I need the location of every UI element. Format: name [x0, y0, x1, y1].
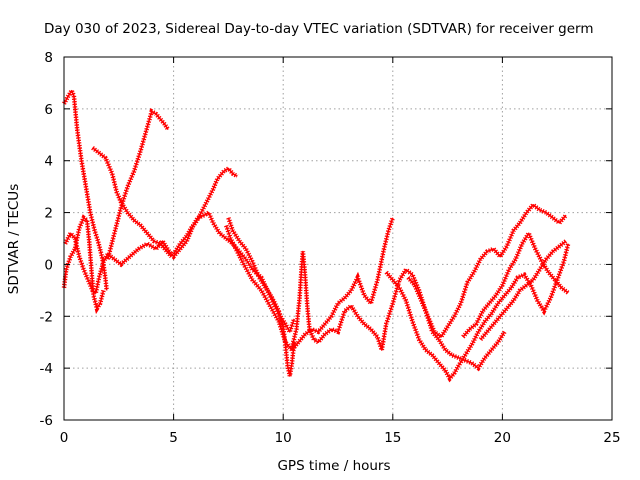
chart-title: Day 030 of 2023, Sidereal Day-to-day VTE… — [44, 21, 594, 37]
data-series-track-5 — [61, 214, 106, 315]
axis-ticks — [63, 56, 613, 421]
data-series-track-12 — [461, 228, 570, 339]
y-tick-label: 8 — [44, 50, 53, 66]
series-plus-markers — [91, 146, 174, 259]
x-tick-label: 5 — [169, 430, 178, 446]
plot-frame — [63, 56, 613, 421]
x-tick-label: 10 — [275, 430, 292, 446]
series-plus-markers — [61, 214, 106, 315]
data-series-layer — [61, 85, 571, 383]
y-tick-labels: -6 -4 -2 0 2 4 6 8 — [40, 50, 53, 429]
data-series-track-7 — [226, 217, 297, 377]
y-tick-label: -2 — [40, 309, 53, 325]
series-line — [64, 211, 295, 333]
x-tick-labels: 0 5 10 15 20 25 — [60, 430, 621, 446]
data-series-track-3 — [91, 146, 174, 259]
series-plus-markers — [289, 251, 507, 372]
series-line — [462, 232, 569, 338]
series-line — [63, 89, 108, 291]
data-series-track-2 — [63, 209, 297, 338]
data-series-track-13 — [478, 239, 568, 342]
series-plus-markers — [226, 217, 297, 377]
data-series-track-9 — [289, 250, 507, 372]
data-series-track-4 — [105, 107, 170, 260]
y-tick-label: -4 — [40, 361, 53, 377]
series-line — [107, 110, 169, 260]
series-plus-markers — [224, 217, 395, 354]
y-tick-label: 6 — [44, 102, 53, 118]
data-series-track-10 — [384, 243, 571, 383]
series-plus-markers — [63, 209, 297, 338]
series-plus-markers — [171, 165, 239, 256]
series-plus-markers — [384, 243, 571, 383]
y-tick-label: 4 — [44, 154, 53, 170]
y-axis-label: SDTVAR / TECUs — [6, 184, 22, 294]
series-plus-markers — [105, 107, 170, 260]
x-tick-label: 15 — [384, 430, 401, 446]
x-tick-label: 0 — [60, 430, 69, 446]
series-line — [92, 147, 173, 258]
series-plus-markers — [478, 239, 568, 342]
y-tick-label: -6 — [40, 413, 53, 429]
y-tick-label: 2 — [44, 206, 53, 222]
data-series-track-1 — [62, 85, 109, 291]
data-series-track-11 — [406, 201, 568, 341]
x-tick-label: 20 — [494, 430, 511, 446]
data-series-track-8 — [224, 217, 395, 354]
y-tick-label: 0 — [44, 257, 53, 273]
x-axis-label: GPS time / hours — [277, 458, 390, 474]
data-series-track-6 — [171, 165, 239, 256]
grid — [64, 57, 612, 420]
series-plus-markers — [461, 228, 570, 339]
series-line — [172, 167, 238, 255]
series-line — [291, 250, 506, 369]
series-plus-markers — [406, 201, 568, 341]
x-tick-label: 25 — [603, 430, 620, 446]
series-plus-markers — [62, 85, 109, 291]
